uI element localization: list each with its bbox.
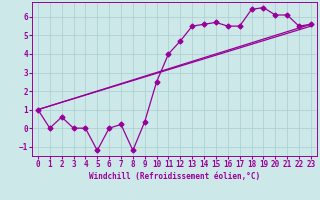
X-axis label: Windchill (Refroidissement éolien,°C): Windchill (Refroidissement éolien,°C) [89, 172, 260, 181]
